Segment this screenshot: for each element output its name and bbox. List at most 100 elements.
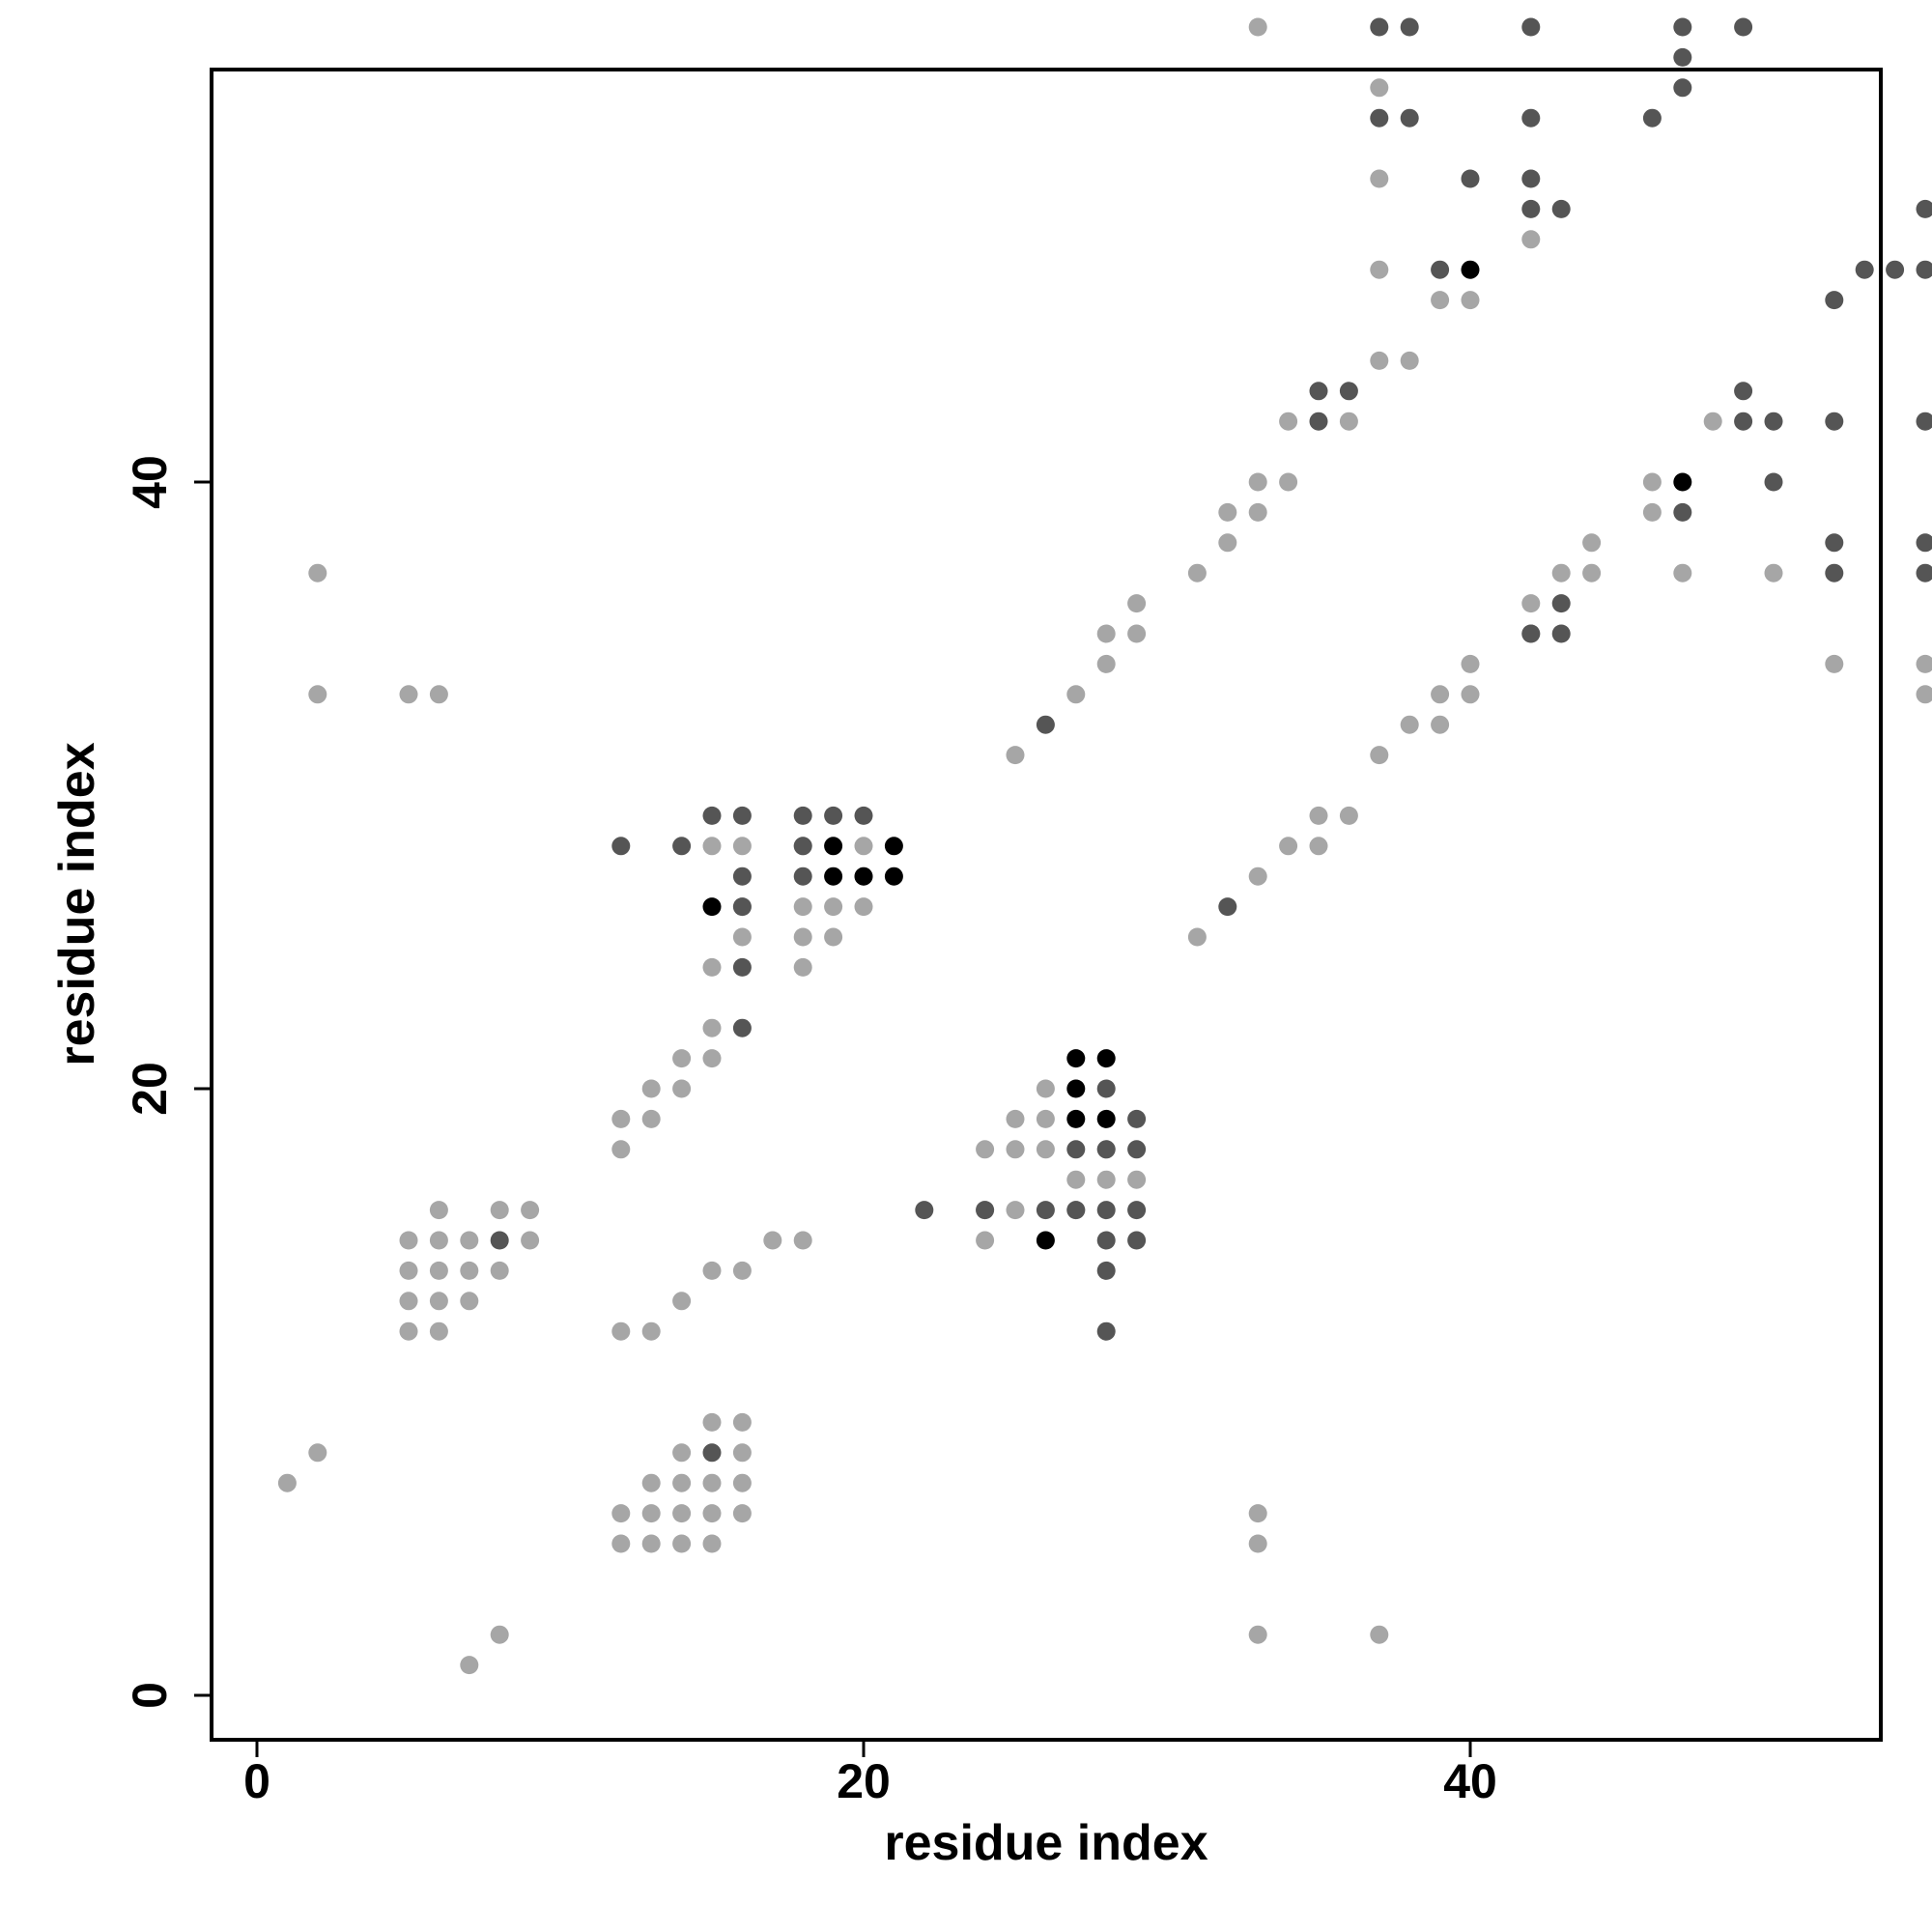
contact-point-light — [672, 1473, 692, 1492]
contact-point-medium — [1521, 169, 1541, 188]
contact-point-medium — [611, 837, 631, 856]
contact-point-medium — [732, 867, 752, 886]
contact-point-dark — [884, 867, 903, 886]
contact-point-light — [490, 1625, 509, 1644]
contact-point-medium — [1916, 199, 1932, 218]
contact-point-light — [1096, 624, 1116, 643]
contact-point-light — [1400, 715, 1419, 734]
contact-point-medium — [1886, 260, 1905, 279]
contact-point-medium — [490, 1231, 509, 1250]
contact-point-medium — [976, 1201, 995, 1220]
contact-point-dark — [854, 867, 873, 886]
contact-point-light — [460, 1261, 479, 1280]
contact-point-light — [824, 897, 843, 917]
contact-point-dark — [824, 837, 843, 856]
contact-point-light — [1370, 1625, 1389, 1644]
contact-point-light — [1582, 563, 1602, 582]
contact-point-light — [1370, 351, 1389, 370]
contact-point-medium — [1916, 260, 1932, 279]
contact-point-medium — [1825, 412, 1844, 431]
contact-point-medium — [1400, 17, 1419, 37]
contact-point-light — [1036, 1079, 1055, 1098]
contact-point-light — [429, 685, 448, 704]
contact-point-medium — [1096, 1140, 1116, 1159]
contact-point-medium — [1764, 472, 1783, 492]
contact-point-medium — [732, 1018, 752, 1037]
x-tick-label: 40 — [1443, 1754, 1497, 1808]
contact-point-light — [277, 1473, 297, 1492]
contact-point-medium — [915, 1201, 934, 1220]
contact-point-medium — [1551, 624, 1571, 643]
contact-point-light — [460, 1231, 479, 1250]
contact-point-light — [1431, 685, 1450, 704]
contact-point-light — [1248, 1534, 1267, 1553]
contact-point-light — [976, 1231, 995, 1250]
contact-point-light — [1431, 715, 1450, 734]
contact-point-light — [1006, 1201, 1025, 1220]
contact-point-light — [1916, 654, 1932, 673]
contact-point-dark — [1066, 1079, 1086, 1098]
contact-point-light — [1521, 230, 1541, 249]
contact-point-light — [641, 1473, 661, 1492]
contact-point-light — [1642, 472, 1662, 492]
contact-point-light — [732, 1412, 752, 1432]
contact-point-light — [1248, 17, 1267, 37]
contact-point-light — [702, 1534, 722, 1553]
contact-point-medium — [1551, 594, 1571, 613]
contact-point-light — [763, 1231, 782, 1250]
contact-point-light — [1370, 78, 1389, 98]
contact-point-light — [702, 1018, 722, 1037]
contact-point-dark — [884, 837, 903, 856]
contact-point-light — [1218, 533, 1237, 553]
contact-point-medium — [1066, 1201, 1086, 1220]
contact-point-light — [429, 1231, 448, 1250]
x-axis: 020406080100 — [243, 1740, 1497, 1808]
contact-point-light — [1187, 927, 1207, 947]
contact-point-light — [429, 1261, 448, 1280]
plot-frame — [210, 68, 1883, 1742]
contact-point-medium — [1096, 1231, 1116, 1250]
contact-point-medium — [702, 806, 722, 825]
contact-point-medium — [702, 1443, 722, 1463]
contact-point-light — [399, 1321, 418, 1341]
contact-point-light — [1248, 472, 1267, 492]
contact-point-light — [854, 897, 873, 917]
contact-point-dark — [1066, 1109, 1086, 1128]
contact-point-medium — [1521, 199, 1541, 218]
contact-point-light — [1248, 1625, 1267, 1644]
contact-point-light — [521, 1231, 540, 1250]
contact-point-light — [824, 927, 843, 947]
contact-point-light — [672, 1079, 692, 1098]
contact-point-light — [641, 1534, 661, 1553]
contact-point-light — [1916, 685, 1932, 704]
contact-point-light — [641, 1079, 661, 1098]
contact-point-light — [1461, 654, 1480, 673]
contact-point-light — [1066, 685, 1086, 704]
contact-point-light — [1461, 291, 1480, 310]
contact-point-light — [672, 1443, 692, 1463]
contact-point-medium — [672, 837, 692, 856]
contact-point-medium — [1127, 1201, 1147, 1220]
contact-point-medium — [1825, 563, 1844, 582]
contact-point-light — [672, 1534, 692, 1553]
contact-point-medium — [1431, 260, 1450, 279]
contact-point-medium — [1734, 382, 1753, 401]
contact-point-light — [1187, 563, 1207, 582]
contact-point-medium — [1461, 169, 1480, 188]
contact-point-medium — [1673, 502, 1692, 522]
contact-point-medium — [1370, 108, 1389, 128]
contact-point-light — [1370, 746, 1389, 765]
contact-point-medium — [793, 806, 812, 825]
contact-point-medium — [1673, 47, 1692, 67]
contact-point-light — [793, 957, 812, 977]
contact-point-light — [1551, 563, 1571, 582]
contact-point-medium — [1096, 1261, 1116, 1280]
contact-point-medium — [1764, 412, 1783, 431]
contact-point-light — [1400, 351, 1419, 370]
contact-point-light — [1370, 169, 1389, 188]
x-tick-label: 20 — [837, 1754, 891, 1808]
contact-point-medium — [1855, 260, 1874, 279]
y-tick-label: 20 — [123, 1062, 177, 1116]
contact-point-light — [1218, 502, 1237, 522]
contact-point-light — [1309, 806, 1328, 825]
